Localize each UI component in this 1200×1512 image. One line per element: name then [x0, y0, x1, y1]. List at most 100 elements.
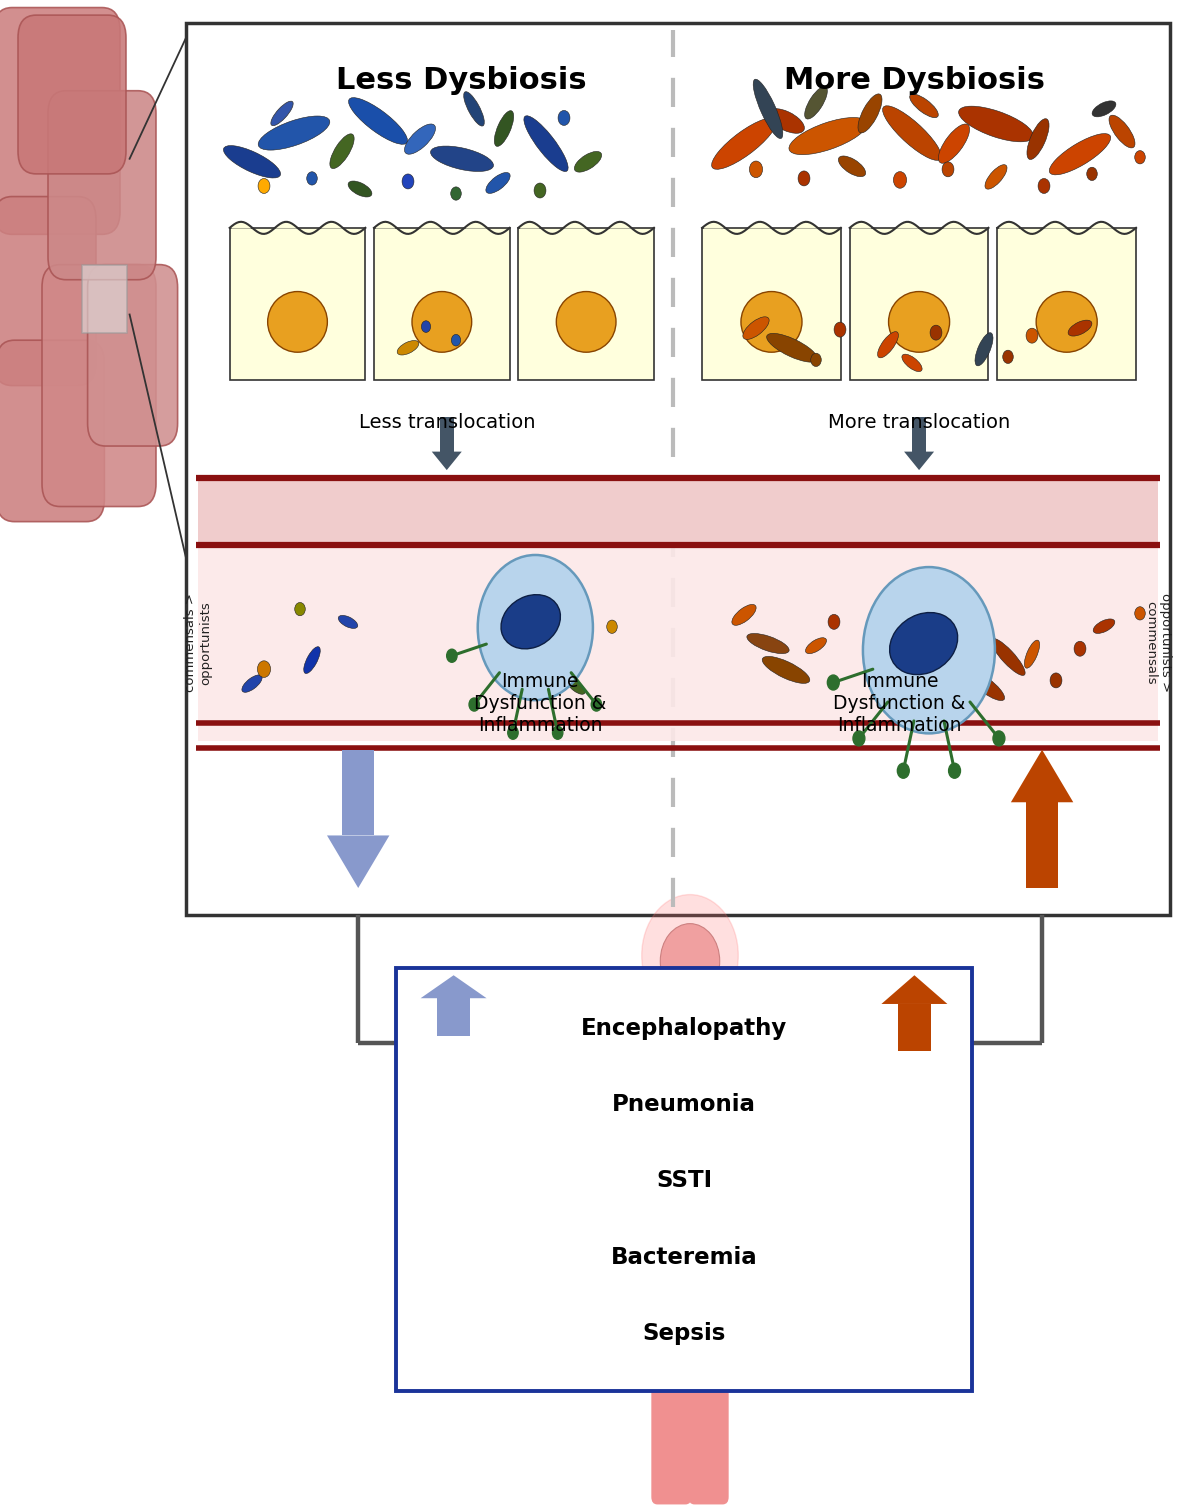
FancyBboxPatch shape	[898, 1004, 931, 1051]
Circle shape	[534, 183, 546, 198]
Circle shape	[949, 764, 960, 779]
FancyBboxPatch shape	[702, 228, 841, 380]
Circle shape	[1074, 641, 1086, 656]
FancyBboxPatch shape	[88, 265, 178, 446]
Ellipse shape	[805, 86, 827, 119]
Ellipse shape	[712, 118, 776, 169]
Ellipse shape	[271, 101, 293, 125]
Polygon shape	[904, 452, 934, 470]
Ellipse shape	[767, 333, 817, 363]
Text: Pneumonia: Pneumonia	[612, 1093, 756, 1116]
Ellipse shape	[258, 116, 330, 150]
Ellipse shape	[788, 118, 868, 154]
FancyBboxPatch shape	[198, 544, 1158, 741]
Circle shape	[853, 730, 865, 745]
FancyBboxPatch shape	[186, 23, 1170, 915]
Ellipse shape	[494, 110, 514, 147]
Ellipse shape	[1025, 640, 1039, 668]
Circle shape	[642, 895, 738, 1016]
Ellipse shape	[902, 354, 922, 372]
FancyBboxPatch shape	[570, 992, 661, 1117]
Text: Less translocation: Less translocation	[359, 413, 535, 432]
Ellipse shape	[338, 615, 358, 629]
FancyBboxPatch shape	[912, 417, 926, 452]
Ellipse shape	[732, 605, 756, 626]
Text: Immune
Dysfunction &
Inflammation: Immune Dysfunction & Inflammation	[833, 671, 966, 735]
FancyBboxPatch shape	[82, 265, 127, 333]
Ellipse shape	[348, 181, 372, 197]
FancyBboxPatch shape	[229, 228, 365, 380]
Ellipse shape	[877, 331, 899, 358]
Ellipse shape	[882, 106, 942, 160]
Circle shape	[659, 1034, 721, 1113]
Circle shape	[749, 162, 763, 178]
FancyBboxPatch shape	[997, 228, 1136, 380]
FancyBboxPatch shape	[689, 1216, 728, 1504]
FancyBboxPatch shape	[0, 197, 96, 386]
Ellipse shape	[348, 98, 408, 144]
Circle shape	[798, 171, 810, 186]
FancyBboxPatch shape	[342, 750, 374, 836]
Polygon shape	[432, 452, 462, 470]
FancyBboxPatch shape	[647, 1194, 733, 1252]
FancyBboxPatch shape	[719, 992, 810, 1117]
Circle shape	[1003, 351, 1013, 363]
FancyBboxPatch shape	[850, 228, 989, 380]
FancyBboxPatch shape	[0, 8, 120, 234]
Ellipse shape	[746, 634, 790, 653]
Circle shape	[421, 321, 431, 333]
FancyBboxPatch shape	[1026, 803, 1058, 888]
Circle shape	[1038, 178, 1050, 194]
Ellipse shape	[1049, 133, 1111, 175]
Circle shape	[258, 178, 270, 194]
Ellipse shape	[866, 649, 886, 673]
Ellipse shape	[412, 292, 472, 352]
Ellipse shape	[463, 92, 485, 125]
Circle shape	[510, 670, 522, 685]
Text: Bacteremia: Bacteremia	[611, 1246, 757, 1269]
Circle shape	[898, 764, 910, 779]
Ellipse shape	[754, 79, 782, 139]
Circle shape	[307, 172, 317, 184]
FancyBboxPatch shape	[396, 968, 972, 1391]
Ellipse shape	[743, 318, 769, 339]
Ellipse shape	[268, 292, 328, 352]
Text: Sepsis: Sepsis	[642, 1321, 726, 1346]
Circle shape	[863, 567, 995, 733]
Circle shape	[469, 699, 480, 711]
Circle shape	[295, 602, 305, 615]
Text: Less Dysbiosis: Less Dysbiosis	[336, 65, 587, 95]
Ellipse shape	[557, 292, 616, 352]
Ellipse shape	[938, 124, 970, 163]
Polygon shape	[326, 836, 390, 888]
FancyBboxPatch shape	[643, 996, 737, 1210]
Circle shape	[592, 699, 601, 711]
Circle shape	[1135, 606, 1145, 620]
Ellipse shape	[397, 340, 419, 355]
Ellipse shape	[524, 116, 568, 171]
Circle shape	[1135, 151, 1145, 163]
Ellipse shape	[888, 292, 949, 352]
Text: commensals >
opportunists: commensals > opportunists	[184, 593, 212, 692]
Polygon shape	[882, 975, 948, 1004]
Circle shape	[827, 674, 839, 689]
Circle shape	[558, 110, 570, 125]
Circle shape	[607, 620, 617, 634]
Circle shape	[1087, 168, 1097, 180]
Text: More translocation: More translocation	[828, 413, 1010, 432]
Text: Encephalopathy: Encephalopathy	[581, 1016, 787, 1040]
Circle shape	[992, 730, 1004, 745]
Ellipse shape	[762, 656, 810, 683]
FancyBboxPatch shape	[18, 15, 126, 174]
Ellipse shape	[502, 594, 560, 649]
Circle shape	[402, 174, 414, 189]
FancyBboxPatch shape	[518, 228, 654, 380]
Ellipse shape	[910, 94, 938, 118]
Circle shape	[552, 726, 563, 739]
Ellipse shape	[1092, 101, 1116, 116]
Circle shape	[1050, 673, 1062, 688]
FancyBboxPatch shape	[437, 998, 470, 1036]
FancyBboxPatch shape	[374, 228, 510, 380]
Circle shape	[451, 334, 461, 346]
Ellipse shape	[768, 109, 804, 133]
